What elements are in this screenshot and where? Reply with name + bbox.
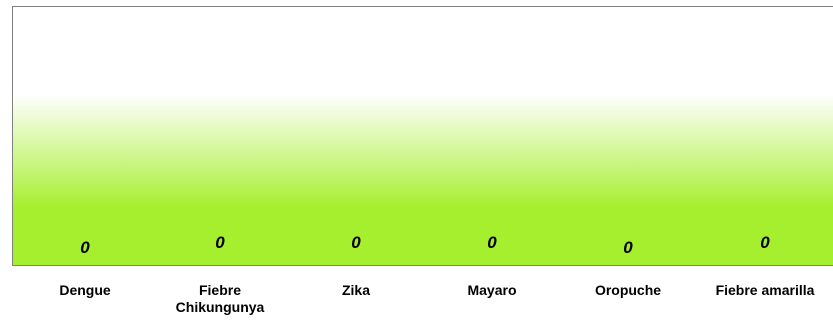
x-tick-label-0: Dengue: [59, 282, 111, 298]
x-tick-label-1: Fiebre Chikungunya: [175, 282, 265, 315]
data-label-2: 0: [351, 233, 361, 252]
data-label-5: 0: [760, 233, 770, 252]
x-tick-label-5: Fiebre amarilla: [715, 282, 815, 298]
plot-area: [12, 6, 833, 265]
data-label-3: 0: [487, 233, 497, 252]
x-tick-label-4: Oropuche: [594, 282, 662, 298]
data-label-0: 0: [80, 238, 90, 257]
x-tick-label-2: Zika: [341, 282, 370, 298]
data-label-1: 0: [215, 233, 225, 252]
data-label-4: 0: [623, 238, 633, 257]
data-label-group: 0 0 0 0 0 0: [80, 233, 770, 257]
x-tick-label-3: Mayaro: [467, 282, 517, 298]
